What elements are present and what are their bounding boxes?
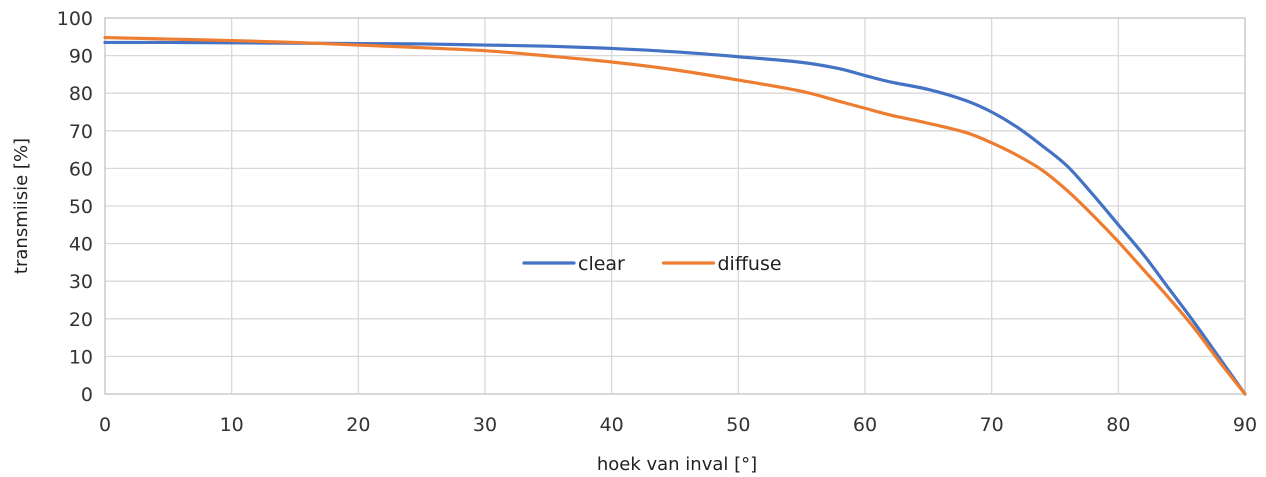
y-tick-label: 0 bbox=[81, 384, 93, 406]
x-tick-label: 80 bbox=[1106, 414, 1130, 436]
legend-label-diffuse: diffuse bbox=[718, 253, 782, 275]
x-tick-label: 20 bbox=[346, 414, 370, 436]
grid bbox=[104, 17, 1246, 395]
x-tick-label: 30 bbox=[473, 414, 497, 436]
legend-label-clear: clear bbox=[578, 253, 625, 275]
x-tick-label: 10 bbox=[220, 414, 244, 436]
plot-area-border bbox=[104, 17, 1246, 395]
x-tick-label: 0 bbox=[99, 414, 111, 436]
y-tick-label: 20 bbox=[69, 309, 93, 331]
x-tick-label: 70 bbox=[980, 414, 1004, 436]
x-tick-label: 40 bbox=[600, 414, 624, 436]
y-tick-label: 90 bbox=[69, 46, 93, 68]
series-line-clear bbox=[103, 40, 1247, 396]
x-tick-label: 60 bbox=[853, 414, 877, 436]
y-tick-label: 30 bbox=[69, 271, 93, 293]
y-tick-label: 10 bbox=[69, 346, 93, 368]
y-tick-label: 70 bbox=[69, 121, 93, 143]
series-lines bbox=[103, 35, 1247, 396]
y-tick-label: 80 bbox=[69, 83, 93, 105]
y-tick-label: 40 bbox=[69, 234, 93, 256]
y-axis-title: transmiisie [%] bbox=[11, 138, 32, 274]
y-axis-tick-labels: 0 10 20 30 40 50 60 70 80 90 100 bbox=[57, 8, 93, 406]
y-tick-label: 60 bbox=[69, 158, 93, 180]
y-tick-label: 100 bbox=[57, 8, 93, 30]
y-tick-label: 50 bbox=[69, 196, 93, 218]
series-line-diffuse bbox=[103, 35, 1247, 396]
legend: clear diffuse bbox=[522, 253, 782, 275]
x-tick-label: 90 bbox=[1233, 414, 1257, 436]
x-tick-label: 50 bbox=[726, 414, 750, 436]
x-axis-title: hoek van inval [°] bbox=[597, 454, 757, 475]
x-axis-tick-labels: 0 10 20 30 40 50 60 70 80 90 bbox=[99, 414, 1257, 436]
